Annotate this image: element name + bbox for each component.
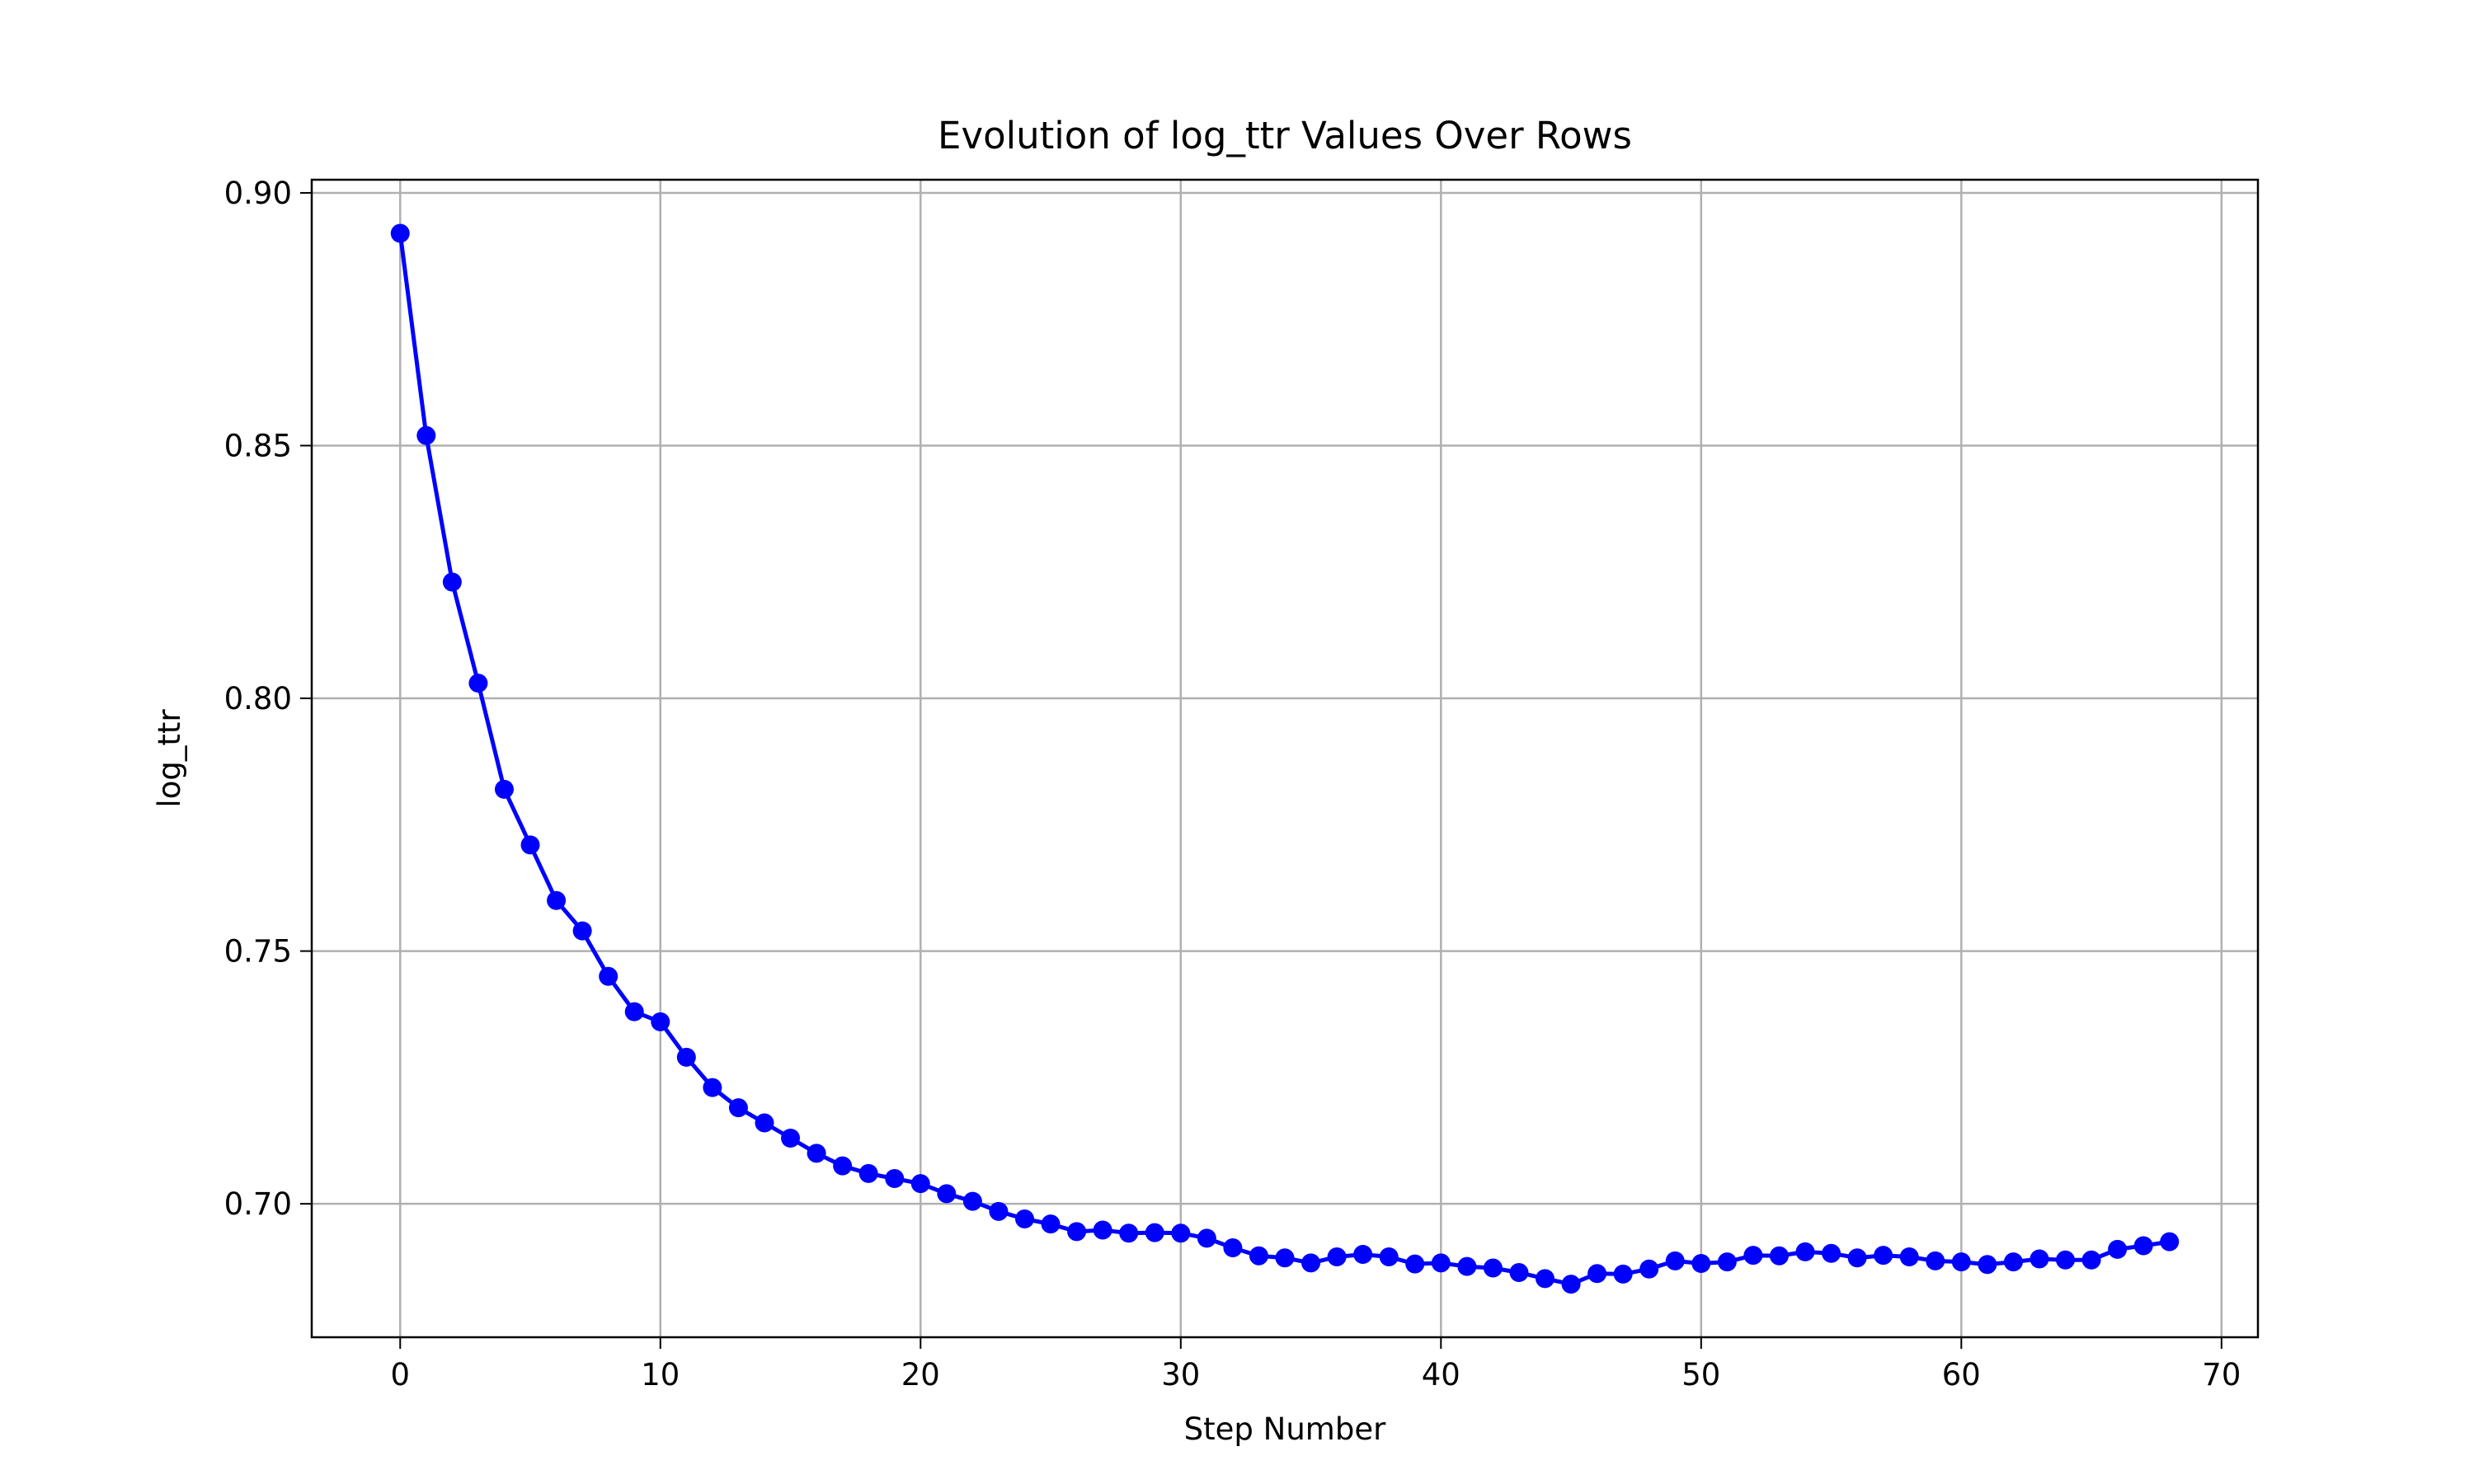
data-point bbox=[1978, 1255, 1997, 1275]
data-point bbox=[494, 779, 514, 799]
axes-frame bbox=[310, 178, 2260, 1339]
data-point bbox=[781, 1128, 801, 1148]
data-point bbox=[1717, 1252, 1737, 1272]
data-point bbox=[728, 1098, 748, 1118]
data-point bbox=[2056, 1250, 2076, 1270]
data-point bbox=[1665, 1251, 1685, 1270]
data-point bbox=[2133, 1236, 2153, 1256]
x-tick-label: 10 bbox=[641, 1357, 680, 1392]
data-point bbox=[1561, 1275, 1581, 1294]
data-point bbox=[416, 425, 436, 445]
data-point bbox=[1639, 1259, 1659, 1279]
data-point bbox=[1899, 1247, 1919, 1267]
data-point bbox=[1926, 1251, 1945, 1270]
x-axis-title: Step Number bbox=[1184, 1411, 1386, 1447]
data-point bbox=[2003, 1252, 2023, 1272]
series bbox=[390, 223, 2180, 1294]
data-point bbox=[624, 1002, 644, 1021]
data-point bbox=[676, 1047, 696, 1067]
x-axis-ticks: 0 10 20 30 40 50 60 70 bbox=[390, 1337, 2241, 1392]
data-point bbox=[1587, 1264, 1607, 1284]
x-tick-label: 60 bbox=[1942, 1357, 1981, 1392]
x-tick-label: 70 bbox=[2202, 1357, 2241, 1392]
data-point bbox=[937, 1184, 957, 1204]
grid bbox=[312, 180, 2258, 1337]
data-point bbox=[1067, 1222, 1087, 1242]
data-point bbox=[910, 1174, 930, 1194]
data-point bbox=[1171, 1223, 1191, 1243]
data-point bbox=[1197, 1228, 1216, 1248]
data-point bbox=[2108, 1239, 2128, 1259]
data-point bbox=[2030, 1249, 2049, 1269]
data-point bbox=[1119, 1223, 1139, 1243]
data-point bbox=[2081, 1250, 2101, 1270]
y-axis-title: log_ttr bbox=[152, 709, 187, 808]
data-point bbox=[1041, 1214, 1061, 1234]
data-point bbox=[1093, 1220, 1112, 1240]
data-point bbox=[885, 1168, 905, 1188]
data-point bbox=[1613, 1264, 1633, 1284]
data-point bbox=[1327, 1247, 1347, 1267]
data-point bbox=[1457, 1256, 1477, 1276]
x-tick-label: 40 bbox=[1422, 1357, 1460, 1392]
data-point bbox=[703, 1078, 722, 1097]
data-point bbox=[858, 1163, 878, 1183]
data-point bbox=[1691, 1253, 1711, 1273]
data-point bbox=[1536, 1269, 1555, 1289]
data-point bbox=[1223, 1237, 1243, 1257]
data-point bbox=[2160, 1232, 2180, 1252]
data-point bbox=[1743, 1246, 1763, 1266]
data-point bbox=[1301, 1253, 1321, 1273]
y-tick-label: 0.80 bbox=[224, 681, 292, 716]
data-point bbox=[1275, 1248, 1295, 1268]
data-point bbox=[807, 1144, 826, 1163]
data-point bbox=[1509, 1263, 1529, 1283]
y-tick-label: 0.85 bbox=[224, 428, 292, 463]
chart-title: Evolution of log_ttr Values Over Rows bbox=[938, 114, 1632, 157]
y-tick-label: 0.75 bbox=[224, 934, 292, 970]
x-tick-label: 0 bbox=[390, 1357, 410, 1392]
data-point bbox=[1483, 1258, 1503, 1278]
y-tick-label: 0.70 bbox=[224, 1186, 292, 1222]
data-point bbox=[468, 674, 488, 693]
data-point bbox=[1353, 1244, 1373, 1264]
data-point bbox=[1014, 1209, 1034, 1229]
data-point bbox=[1822, 1243, 1841, 1263]
data-point bbox=[1795, 1242, 1815, 1261]
data-point bbox=[1769, 1246, 1789, 1266]
data-point bbox=[1874, 1246, 1893, 1266]
y-tick-label: 0.90 bbox=[224, 176, 292, 211]
data-point bbox=[1405, 1254, 1425, 1274]
data-point bbox=[651, 1012, 670, 1031]
x-tick-label: 50 bbox=[1681, 1357, 1720, 1392]
data-point bbox=[833, 1156, 853, 1176]
data-point bbox=[962, 1191, 982, 1211]
data-point bbox=[989, 1201, 1009, 1221]
data-point bbox=[1431, 1253, 1451, 1273]
data-point bbox=[1847, 1248, 1867, 1268]
data-point bbox=[572, 921, 592, 941]
data-point bbox=[547, 890, 567, 910]
data-point bbox=[520, 835, 540, 855]
data-point bbox=[442, 572, 462, 592]
data-point bbox=[1145, 1223, 1164, 1242]
series-line bbox=[397, 232, 2171, 1287]
data-point bbox=[1249, 1246, 1268, 1266]
y-axis-ticks: 0.70 0.75 0.80 0.85 0.90 bbox=[224, 176, 312, 1222]
data-point bbox=[599, 966, 618, 986]
data-point bbox=[1379, 1247, 1399, 1267]
data-point bbox=[1951, 1252, 1971, 1272]
data-point bbox=[390, 223, 410, 243]
x-tick-label: 30 bbox=[1161, 1357, 1200, 1392]
data-point bbox=[755, 1113, 774, 1133]
x-tick-label: 20 bbox=[901, 1357, 940, 1392]
